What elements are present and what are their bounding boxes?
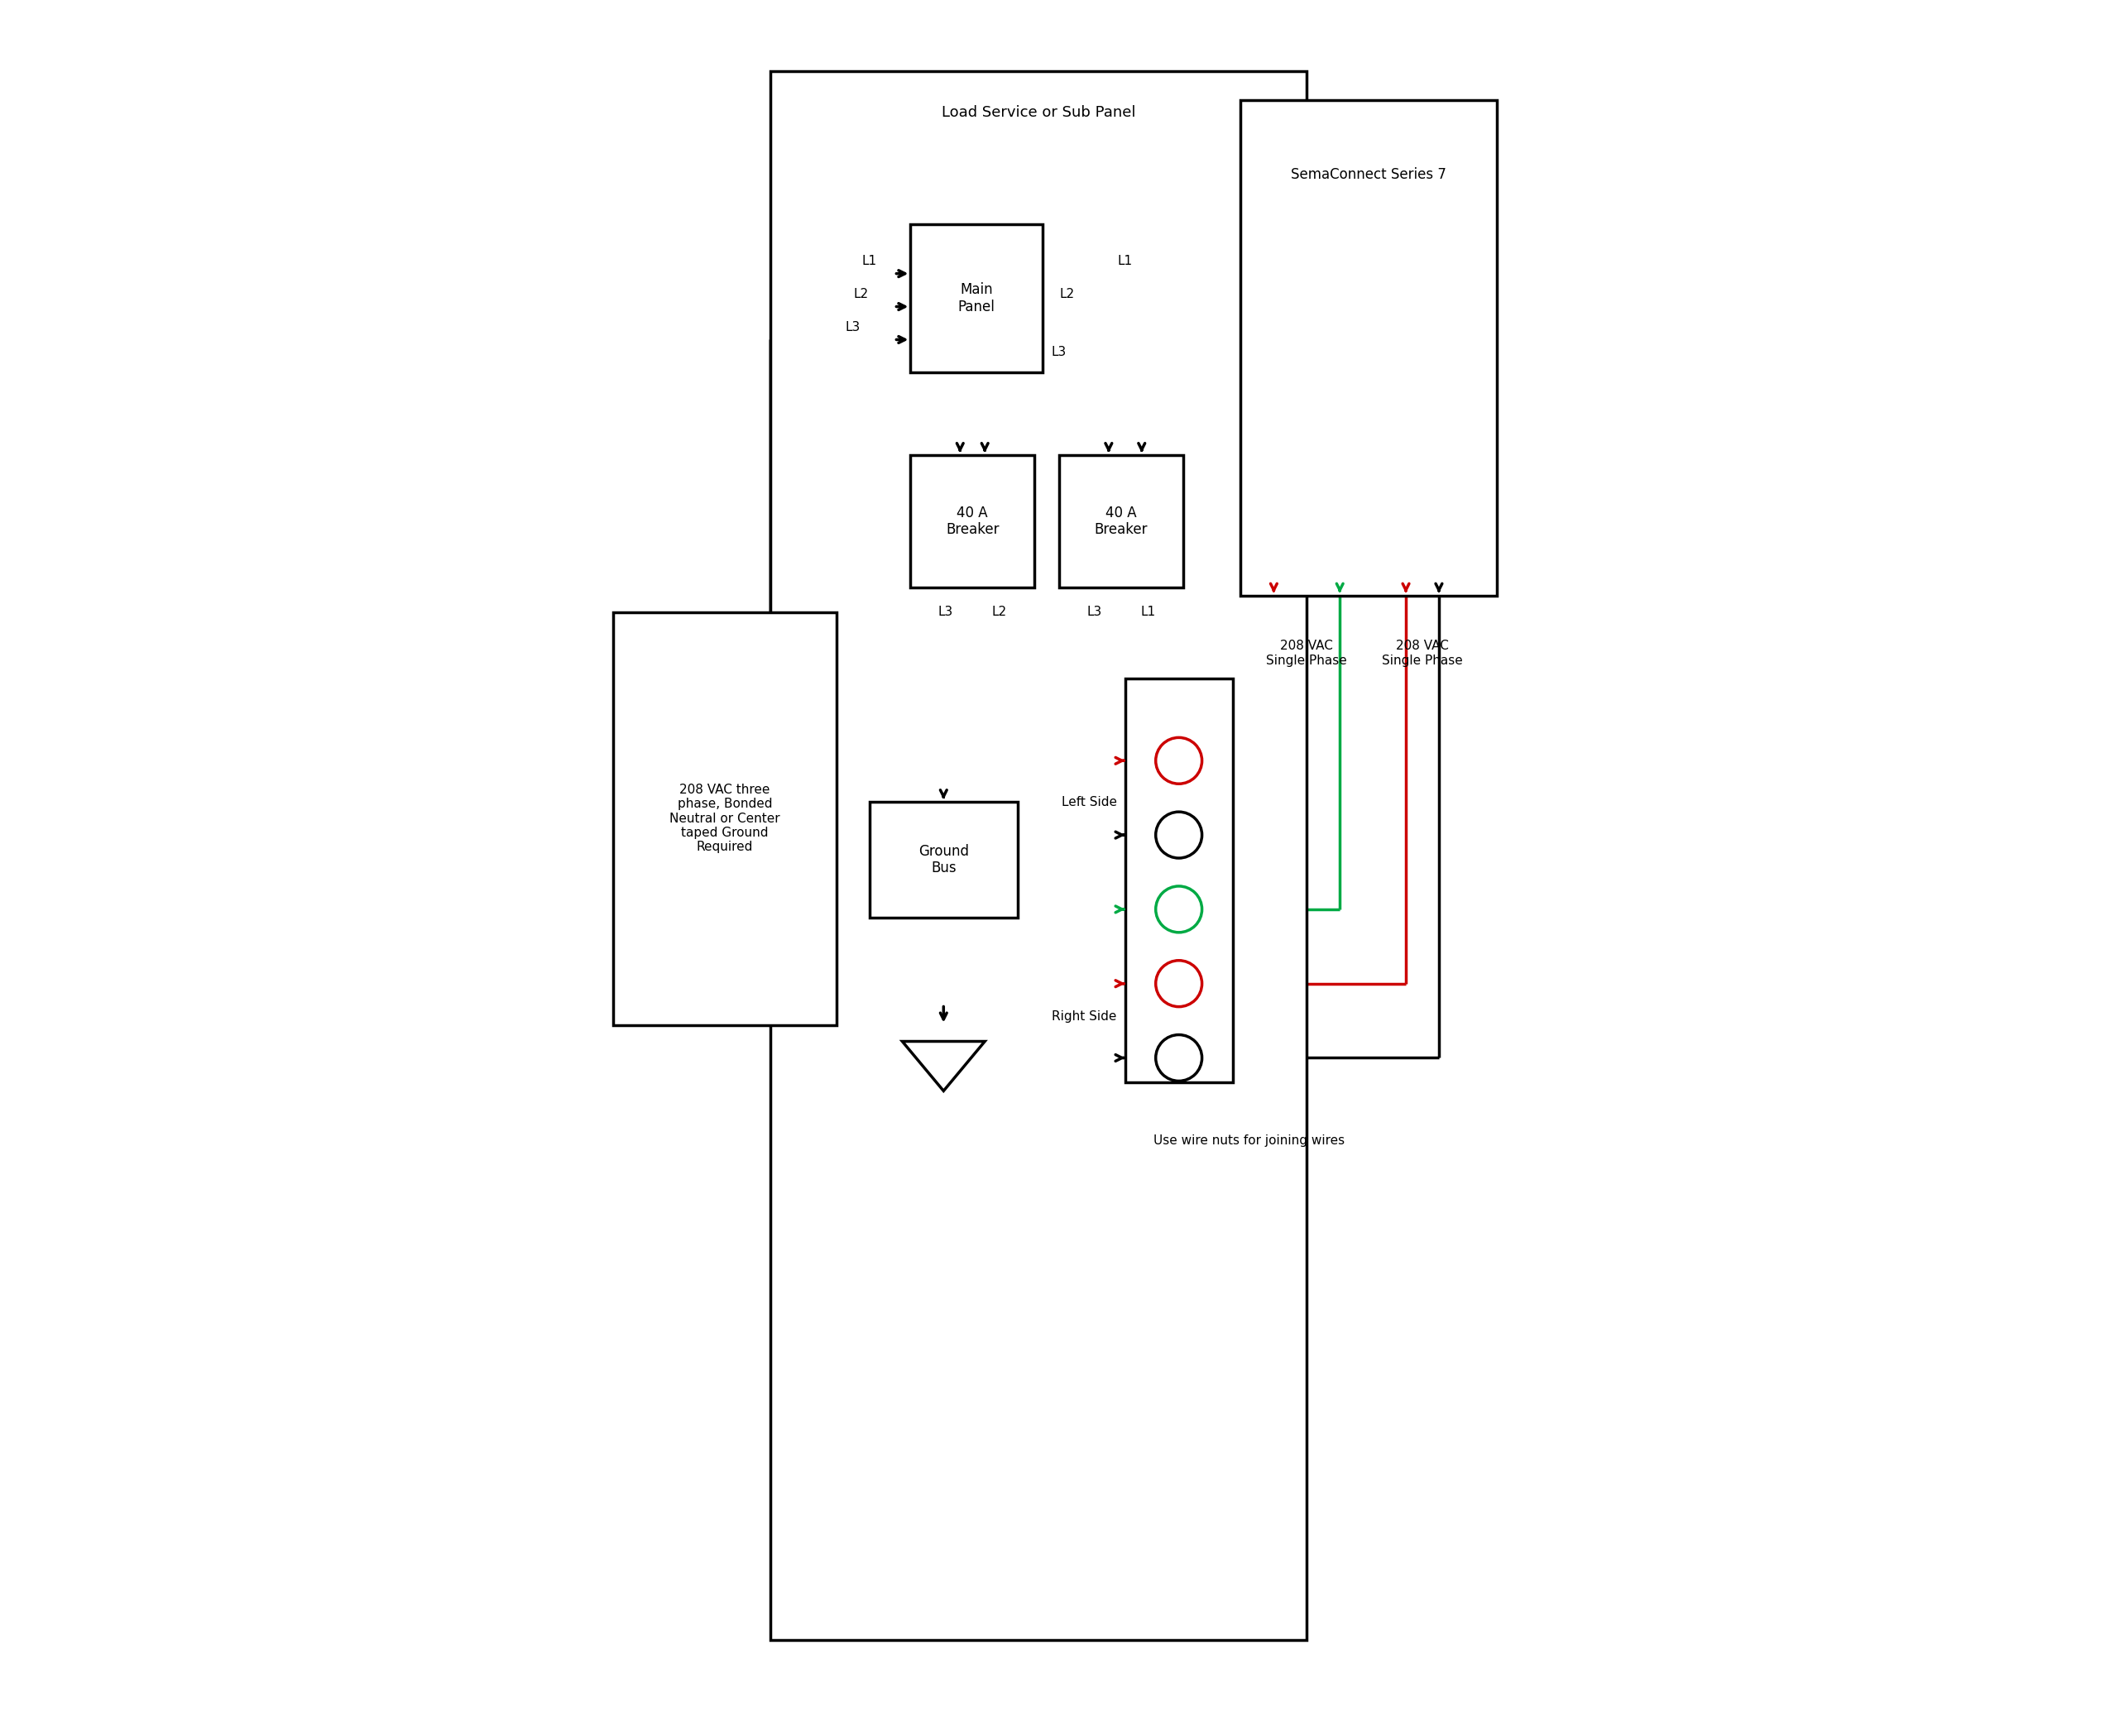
Text: L1: L1: [1118, 255, 1133, 267]
Text: L3: L3: [939, 606, 954, 618]
Bar: [1241, 101, 1496, 595]
Text: L2: L2: [852, 288, 869, 300]
Text: Use wire nuts for joining wires: Use wire nuts for joining wires: [1154, 1134, 1344, 1147]
Bar: [869, 802, 1017, 918]
Text: 208 VAC
Single Phase: 208 VAC Single Phase: [1266, 641, 1348, 667]
Text: L3: L3: [846, 321, 861, 333]
Circle shape: [1156, 1035, 1203, 1082]
Bar: [912, 224, 1042, 373]
Text: L1: L1: [861, 255, 878, 267]
Text: Right Side: Right Side: [1053, 1010, 1116, 1023]
Circle shape: [1156, 960, 1203, 1007]
Text: L3: L3: [1087, 606, 1101, 618]
Text: L2: L2: [1059, 288, 1074, 300]
Circle shape: [1156, 738, 1203, 783]
Text: 40 A
Breaker: 40 A Breaker: [945, 505, 1000, 538]
Text: 40 A
Breaker: 40 A Breaker: [1095, 505, 1148, 538]
Circle shape: [1156, 812, 1203, 858]
Bar: [912, 455, 1034, 587]
Text: Main
Panel: Main Panel: [958, 283, 996, 314]
Bar: [1059, 455, 1184, 587]
Text: Left Side: Left Side: [1061, 795, 1116, 809]
Bar: [1125, 679, 1232, 1083]
Bar: [770, 71, 1306, 1641]
Text: L3: L3: [1051, 345, 1068, 358]
Circle shape: [1156, 885, 1203, 932]
Text: L1: L1: [1139, 606, 1156, 618]
Text: SemaConnect Series 7: SemaConnect Series 7: [1291, 167, 1447, 182]
Text: L2: L2: [992, 606, 1006, 618]
Text: Ground
Bus: Ground Bus: [918, 844, 968, 875]
Text: Load Service or Sub Panel: Load Service or Sub Panel: [941, 106, 1135, 120]
Text: 208 VAC
Single Phase: 208 VAC Single Phase: [1382, 641, 1462, 667]
Text: 208 VAC three
phase, Bonded
Neutral or Center
taped Ground
Required: 208 VAC three phase, Bonded Neutral or C…: [669, 783, 781, 854]
Bar: [614, 613, 836, 1024]
